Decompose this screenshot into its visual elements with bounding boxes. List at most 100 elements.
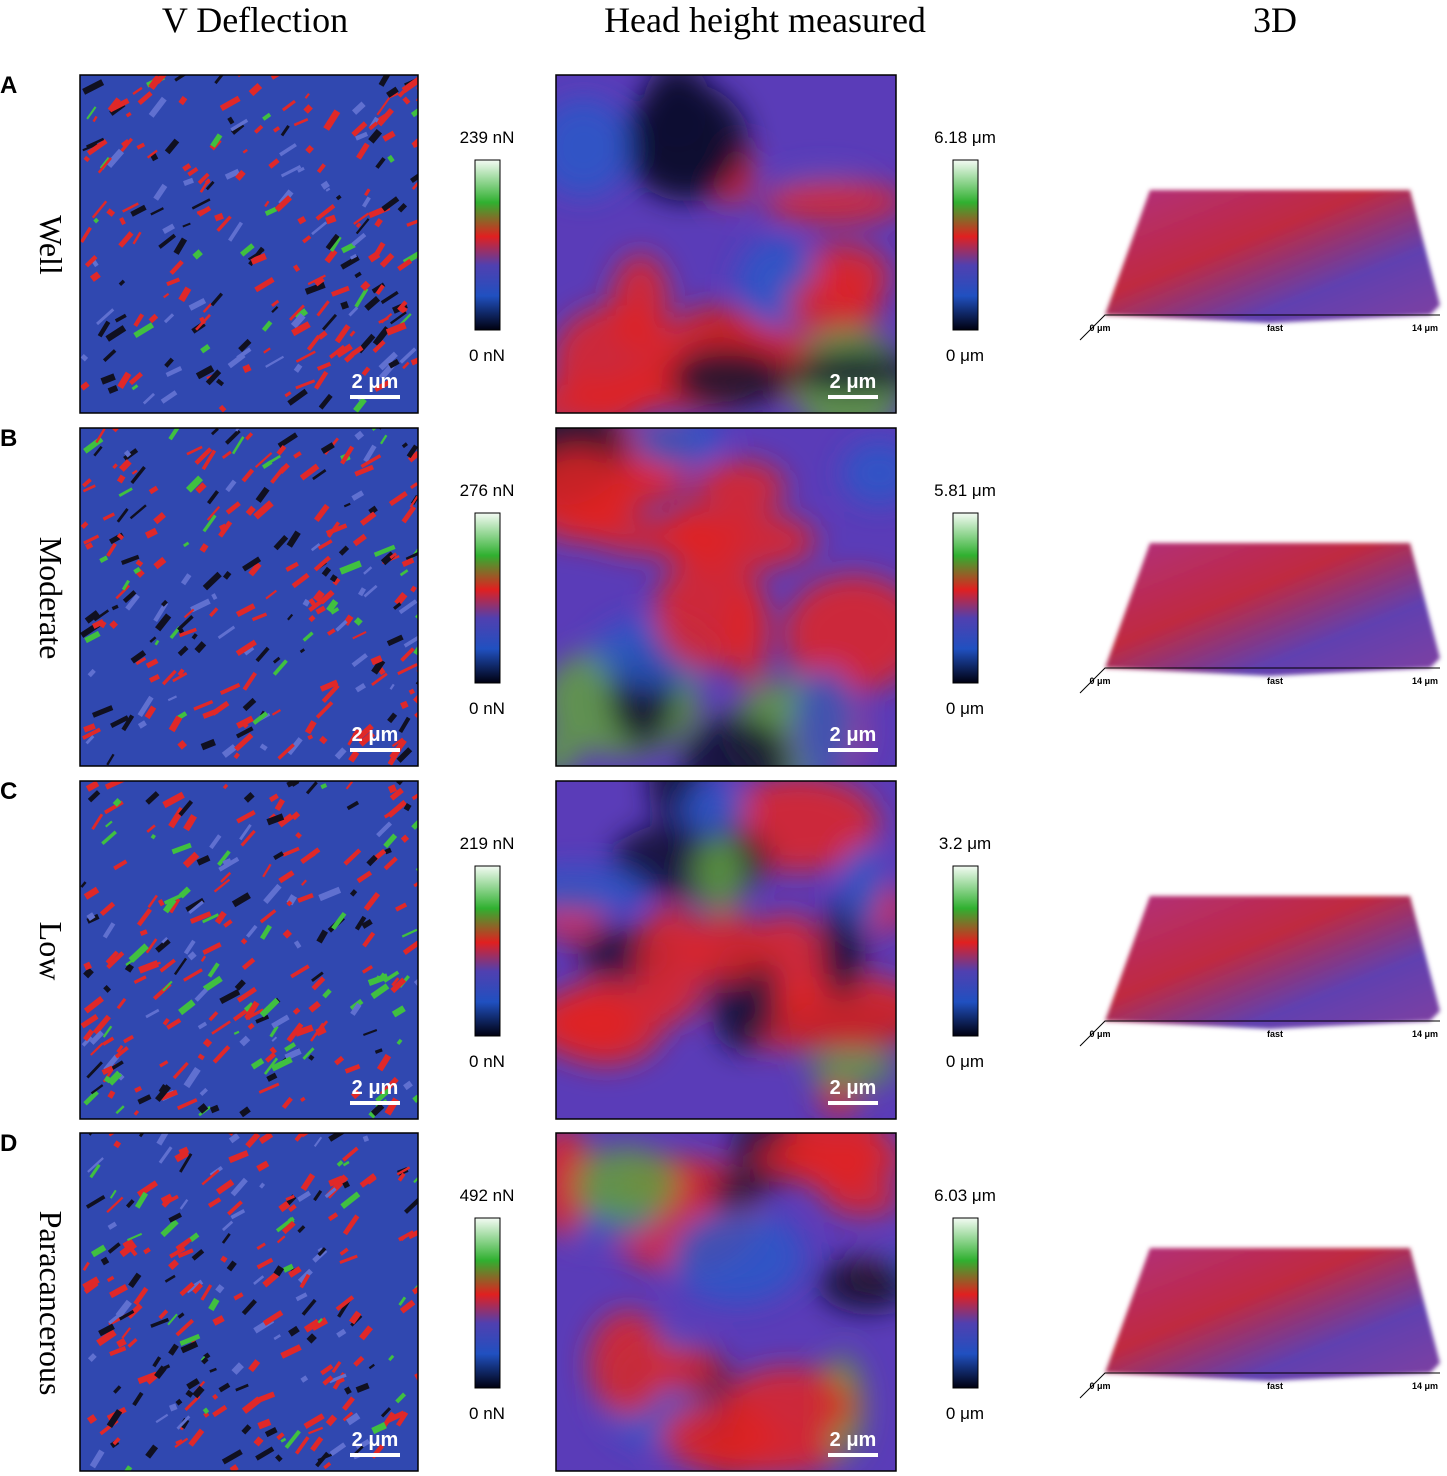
texture xyxy=(118,279,126,286)
texture xyxy=(85,1194,106,1209)
texture xyxy=(173,237,188,255)
texture xyxy=(83,723,96,733)
texture xyxy=(399,313,412,326)
texture xyxy=(210,133,223,148)
texture xyxy=(80,1014,99,1029)
texture xyxy=(270,1056,293,1072)
height-image xyxy=(556,781,896,1119)
texture xyxy=(102,922,116,939)
texture xyxy=(132,86,143,95)
texture xyxy=(161,669,177,686)
texture xyxy=(166,1018,182,1030)
texture xyxy=(200,738,216,751)
texture xyxy=(354,430,365,441)
texture xyxy=(353,1445,364,1456)
texture xyxy=(162,897,177,914)
texture xyxy=(348,1310,362,1325)
texture xyxy=(202,302,213,313)
texture xyxy=(155,613,172,632)
texture xyxy=(310,1022,325,1042)
texture xyxy=(161,599,168,607)
texture xyxy=(145,791,160,805)
blobs xyxy=(556,75,896,413)
texture xyxy=(202,571,222,591)
blob xyxy=(787,275,882,335)
texture xyxy=(407,1229,418,1240)
texture xyxy=(219,95,241,112)
texture xyxy=(168,1212,182,1223)
texture xyxy=(360,454,382,469)
texture xyxy=(258,1133,274,1145)
texture xyxy=(118,1309,135,1321)
texture xyxy=(194,641,207,654)
texture xyxy=(155,938,171,953)
texture xyxy=(153,601,169,623)
texture xyxy=(411,178,418,190)
texture xyxy=(303,1318,321,1333)
texture xyxy=(150,833,156,840)
axis-label-3d: 14 μm xyxy=(1412,1381,1438,1391)
texture xyxy=(403,633,418,648)
blob xyxy=(670,1209,805,1305)
texture xyxy=(102,349,117,362)
texture xyxy=(312,589,325,603)
texture xyxy=(230,1209,246,1220)
texture xyxy=(225,429,241,445)
texture xyxy=(350,1002,362,1016)
texture xyxy=(103,984,112,993)
texture xyxy=(87,790,101,803)
texture xyxy=(93,445,103,457)
texture xyxy=(190,598,211,613)
texture xyxy=(175,1439,183,1445)
texture xyxy=(236,347,252,360)
texture xyxy=(222,570,232,580)
texture xyxy=(242,363,252,374)
texture xyxy=(106,1275,115,1283)
texture xyxy=(412,688,418,704)
texture xyxy=(243,1002,255,1012)
texture xyxy=(259,909,277,924)
blob xyxy=(556,1133,591,1238)
texture xyxy=(357,587,367,597)
texture xyxy=(281,1096,293,1110)
texture xyxy=(317,539,333,550)
texture xyxy=(368,129,383,144)
texture xyxy=(219,989,241,1005)
height-image xyxy=(556,75,896,413)
axis-label-3d: 0 μm xyxy=(1089,676,1110,686)
texture xyxy=(330,607,340,615)
texture xyxy=(125,1199,135,1209)
texture xyxy=(103,1054,120,1072)
texture xyxy=(178,800,194,817)
texture xyxy=(259,743,268,751)
texture xyxy=(274,195,293,213)
texture xyxy=(109,1284,128,1299)
texture xyxy=(117,371,132,390)
texture xyxy=(90,1042,104,1056)
texture xyxy=(291,811,301,821)
texture xyxy=(86,1061,103,1079)
texture xyxy=(403,803,412,812)
texture xyxy=(125,111,132,118)
texture xyxy=(84,254,98,268)
texture xyxy=(114,313,127,323)
texture xyxy=(245,1133,261,1149)
blob xyxy=(691,1433,839,1471)
texture xyxy=(295,1436,310,1455)
texture xyxy=(352,533,367,547)
texture xyxy=(106,148,125,169)
texture xyxy=(197,1103,209,1114)
texture xyxy=(353,397,367,413)
texture xyxy=(114,1046,129,1059)
texture xyxy=(349,889,358,897)
texture xyxy=(302,235,312,244)
texture xyxy=(106,542,117,557)
texture xyxy=(285,561,299,572)
texture xyxy=(371,1422,387,1435)
texture xyxy=(209,607,219,618)
texture xyxy=(289,304,305,321)
texture xyxy=(386,1410,406,1423)
texture xyxy=(265,589,278,600)
texture xyxy=(80,521,89,529)
texture xyxy=(250,252,267,265)
